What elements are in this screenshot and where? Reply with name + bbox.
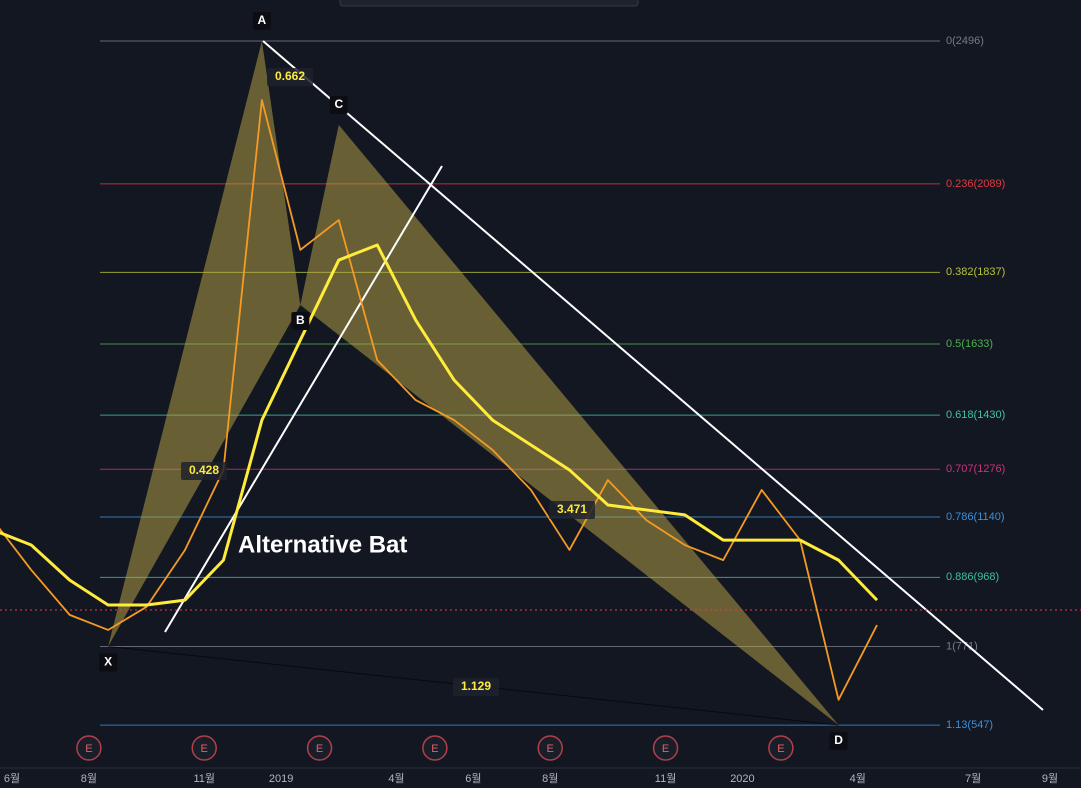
earnings-marker — [306, 735, 333, 761]
ratio: 0.428 — [189, 463, 219, 477]
ratio-labels: 0.428 0.662 3.471 1.129 — [181, 68, 595, 696]
pattern-point-label: D — [834, 733, 843, 747]
earnings-label: E — [547, 743, 554, 755]
earnings-marker — [537, 735, 563, 761]
x-tick-label: 11월 — [193, 772, 215, 785]
earnings-label: E — [201, 743, 208, 755]
fib-label: 1.13(547) — [946, 719, 993, 731]
x-tick-label: 2020 — [730, 773, 754, 785]
pattern-point-box — [329, 95, 348, 114]
earnings-marker — [768, 735, 794, 761]
x-tick-label: 6월 — [465, 772, 481, 785]
chart-title: Alternative Bat — [238, 531, 407, 558]
earnings-marker — [76, 735, 102, 761]
ratio: 0.662 — [275, 69, 305, 83]
pattern-point-label: B — [296, 313, 305, 327]
pattern-point-box — [252, 12, 271, 31]
fib-label: 0.618(1430) — [946, 409, 1005, 421]
fib-label: 0.786(1140) — [946, 511, 1005, 523]
x-axis-labels: 6월 8월 11월 2019 4월 6월 8월 11월 2020 4월 7월 9월 — [4, 772, 1058, 785]
x-tick-label: 7월 — [965, 772, 981, 785]
x-tick-label: 8월 — [81, 772, 97, 785]
pattern-point-box — [291, 311, 310, 330]
pattern-point-label: X — [104, 655, 112, 669]
pattern-point-box — [829, 732, 848, 751]
ratio-box — [453, 678, 499, 696]
x-tick-label: 4월 — [850, 772, 866, 785]
ratio: 3.471 — [557, 502, 587, 516]
ratio-box — [549, 501, 595, 519]
earnings-marker — [652, 735, 679, 761]
x-tick-label: 4월 — [388, 772, 404, 785]
ratio-box — [267, 68, 313, 86]
pattern-labels: X A B C D — [99, 12, 848, 751]
pattern-point-label: A — [258, 13, 267, 27]
fib-label: 0.707(1276) — [946, 463, 1005, 475]
fib-label: 0.886(968) — [946, 571, 999, 583]
ratio: 1.129 — [461, 679, 491, 693]
x-tick-label: 2019 — [269, 773, 293, 785]
earnings-label: E — [431, 743, 438, 755]
earnings-label: E — [85, 743, 92, 755]
x-tick-label: 9월 — [1042, 772, 1058, 785]
earnings-marker — [422, 735, 448, 761]
series-line — [0, 99, 878, 701]
pattern-point-label: C — [334, 97, 343, 111]
pattern-point-box — [99, 653, 118, 672]
earnings-label: E — [316, 743, 323, 755]
fib-label: 0.5(1633) — [946, 338, 993, 350]
series-line — [0, 243, 879, 607]
ratio-box — [181, 462, 227, 480]
price-lines — [0, 99, 879, 701]
trend-line — [164, 165, 443, 633]
fib-label: 0(2496) — [946, 35, 984, 47]
fib-label: 0.382(1837) — [946, 266, 1005, 278]
fib-label: 0.236(2089) — [946, 178, 1005, 190]
trend-line — [262, 40, 1044, 711]
fib-label: 1(771) — [946, 640, 978, 652]
x-tick-label: 6월 — [4, 772, 20, 785]
x-tick-label: 8월 — [542, 772, 558, 785]
toolbar — [339, 0, 639, 7]
x-tick-label: 11월 — [655, 772, 677, 785]
earnings-label: E — [777, 743, 784, 755]
earnings-marker — [191, 735, 217, 761]
pattern-bcd — [300, 124, 839, 726]
earnings-label: E — [662, 743, 669, 755]
